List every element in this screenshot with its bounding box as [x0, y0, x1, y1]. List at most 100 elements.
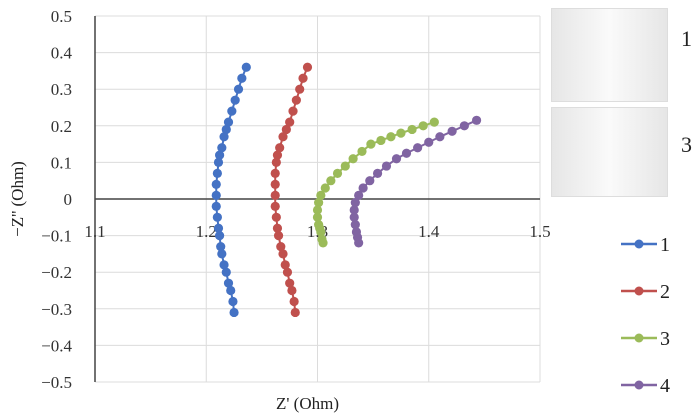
- series-1-marker: [221, 124, 231, 135]
- legend-marker-2: [634, 286, 644, 296]
- series-3-marker: [357, 146, 367, 157]
- series-2-marker: [285, 117, 295, 127]
- series-2-marker: [273, 231, 284, 241]
- y-tick-label: 0.5: [51, 7, 72, 26]
- series-4-marker: [365, 176, 375, 186]
- series-1-marker: [219, 132, 229, 142]
- series-2-marker: [270, 201, 280, 211]
- x-tick-label: 1.1: [84, 222, 105, 241]
- series-3-marker: [332, 168, 343, 178]
- series-2-marker: [281, 124, 291, 135]
- legend-marker-4: [634, 380, 644, 390]
- series-1-marker: [223, 117, 234, 127]
- series-2-marker: [270, 179, 280, 189]
- series-2-marker: [278, 132, 288, 142]
- x-tick-label: 1.2: [196, 222, 217, 241]
- series-2-marker: [270, 190, 280, 200]
- series-4-marker: [349, 212, 359, 222]
- series-2-marker: [271, 212, 281, 222]
- series-1-marker: [241, 62, 251, 72]
- series-1-marker: [216, 241, 226, 252]
- series-4-marker: [447, 126, 457, 136]
- series-3-marker: [316, 227, 326, 237]
- series-1-marker: [213, 223, 224, 233]
- legend-label-2: 2: [660, 281, 670, 303]
- series-2-marker: [290, 307, 300, 318]
- series-2-marker: [302, 62, 313, 72]
- series-3-marker: [316, 190, 326, 200]
- y-tick-label: −0.1: [41, 227, 72, 246]
- series-2-marker: [275, 143, 285, 153]
- series-1-marker: [217, 249, 227, 259]
- y-tick-label: −0.2: [41, 263, 72, 282]
- series-4-marker: [372, 168, 383, 178]
- series-2-marker: [278, 249, 288, 259]
- y-axis-title: −Z'' (Ohm): [8, 161, 27, 237]
- legend-marker-3: [634, 333, 644, 343]
- series-1-marker: [223, 278, 234, 288]
- series-4-marker: [381, 161, 392, 171]
- series-2-marker: [280, 260, 290, 270]
- y-tick-label: 0.2: [51, 117, 72, 136]
- series-2-marker: [282, 267, 293, 277]
- x-axis-title: Z' (Ohm): [276, 394, 339, 413]
- series-4-marker: [435, 132, 445, 142]
- series-3-marker: [429, 117, 439, 127]
- series-1-marker: [215, 231, 225, 241]
- series-1-marker: [212, 168, 222, 178]
- series-3-marker: [314, 198, 324, 208]
- y-tick-label: 0: [64, 190, 73, 209]
- series-3-marker: [312, 205, 323, 215]
- series-4-marker: [471, 115, 482, 125]
- series-4-marker: [354, 238, 364, 248]
- series-2-marker: [291, 95, 301, 105]
- series-1-marker: [221, 267, 231, 277]
- inset-label-1: 1: [681, 26, 692, 51]
- series-1-marker: [212, 212, 222, 222]
- series-1-marker: [229, 307, 239, 318]
- series-2-marker: [272, 150, 283, 160]
- series-4-marker: [354, 190, 364, 200]
- series-4-marker: [424, 137, 434, 147]
- series-2-marker: [298, 73, 308, 83]
- inset-label-3: 3: [681, 132, 692, 157]
- y-tick-label: −0.5: [41, 373, 72, 392]
- x-tick-label: 1.5: [529, 222, 550, 241]
- series-2-marker: [272, 223, 283, 233]
- series-1-marker: [226, 285, 236, 296]
- series-3-marker: [386, 132, 396, 142]
- series-4-marker: [350, 220, 360, 230]
- series-2-marker: [295, 84, 305, 94]
- series-4-marker: [349, 205, 359, 215]
- series-3-marker: [348, 154, 358, 164]
- series-2-marker: [289, 296, 299, 307]
- series-4-marker: [350, 198, 360, 208]
- legend-label-4: 4: [660, 375, 670, 397]
- series-1-marker: [227, 106, 237, 116]
- series-3-marker: [312, 212, 323, 222]
- series-3-marker: [320, 183, 330, 193]
- series-2-marker: [271, 157, 281, 167]
- series-3-marker: [340, 161, 350, 171]
- series-2-marker: [276, 241, 286, 252]
- series-2-marker: [288, 106, 298, 116]
- series-1-marker: [211, 179, 221, 189]
- y-tick-label: 0.3: [51, 80, 72, 99]
- series-1-marker: [237, 73, 247, 83]
- series-1-marker: [233, 84, 244, 94]
- series-3-marker: [326, 176, 336, 186]
- series-3-marker: [418, 121, 428, 131]
- series-1-marker: [230, 95, 240, 105]
- series-4-marker: [413, 143, 423, 153]
- series-4-marker: [391, 154, 402, 164]
- series-1-marker: [219, 260, 229, 270]
- series-4-marker: [459, 121, 469, 131]
- series-3-marker: [366, 139, 376, 149]
- series-line-2: [274, 66, 309, 313]
- y-tick-label: 0.4: [51, 44, 73, 63]
- series-1-marker: [228, 296, 238, 307]
- series-4-marker: [358, 183, 368, 193]
- inset-plot-3: [551, 107, 668, 197]
- legend-label-3: 3: [660, 328, 670, 350]
- series-3-marker: [318, 238, 328, 248]
